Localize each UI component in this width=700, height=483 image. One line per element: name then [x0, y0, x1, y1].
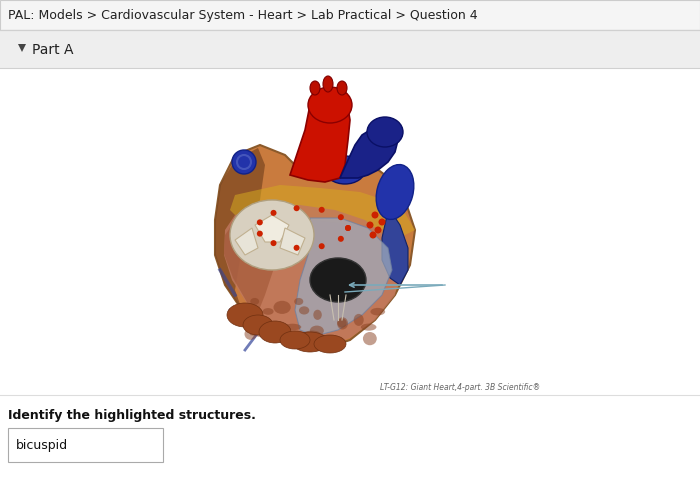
- Ellipse shape: [292, 332, 328, 352]
- Circle shape: [257, 219, 262, 226]
- Ellipse shape: [310, 81, 320, 95]
- Polygon shape: [340, 128, 398, 178]
- Circle shape: [374, 227, 382, 233]
- Circle shape: [338, 214, 344, 220]
- Ellipse shape: [262, 308, 274, 315]
- Circle shape: [257, 231, 262, 237]
- Circle shape: [338, 236, 344, 242]
- Ellipse shape: [337, 81, 347, 95]
- Polygon shape: [230, 185, 415, 235]
- Text: PAL: Models > Cardiovascular System - Heart > Lab Practical > Question 4: PAL: Models > Cardiovascular System - He…: [8, 9, 477, 22]
- Circle shape: [270, 240, 276, 246]
- Circle shape: [293, 205, 300, 211]
- Polygon shape: [18, 44, 26, 52]
- Circle shape: [372, 212, 379, 218]
- Ellipse shape: [241, 308, 252, 319]
- FancyBboxPatch shape: [0, 30, 700, 68]
- Polygon shape: [224, 208, 318, 348]
- Ellipse shape: [310, 326, 324, 336]
- Ellipse shape: [370, 308, 385, 315]
- Ellipse shape: [244, 328, 257, 340]
- Ellipse shape: [310, 258, 366, 302]
- Ellipse shape: [259, 321, 291, 343]
- Ellipse shape: [285, 337, 300, 348]
- Ellipse shape: [239, 306, 254, 313]
- Ellipse shape: [284, 324, 301, 330]
- Ellipse shape: [227, 303, 263, 327]
- Text: Identify the highlighted structures.: Identify the highlighted structures.: [8, 409, 256, 422]
- Text: Part A: Part A: [32, 43, 74, 57]
- Circle shape: [318, 207, 325, 213]
- Polygon shape: [215, 148, 265, 310]
- Circle shape: [367, 222, 374, 228]
- Ellipse shape: [232, 150, 256, 174]
- Circle shape: [293, 245, 300, 251]
- Ellipse shape: [314, 310, 322, 320]
- FancyBboxPatch shape: [0, 0, 700, 30]
- Ellipse shape: [230, 200, 314, 270]
- Circle shape: [345, 225, 351, 231]
- Circle shape: [318, 243, 325, 249]
- Ellipse shape: [308, 87, 352, 123]
- Ellipse shape: [314, 335, 346, 353]
- Ellipse shape: [299, 306, 309, 314]
- Ellipse shape: [294, 298, 303, 305]
- Ellipse shape: [304, 331, 321, 337]
- Polygon shape: [215, 145, 415, 350]
- Ellipse shape: [337, 318, 346, 327]
- Ellipse shape: [325, 156, 365, 184]
- Circle shape: [370, 231, 377, 239]
- Polygon shape: [235, 228, 258, 255]
- Polygon shape: [255, 215, 289, 242]
- Polygon shape: [295, 218, 392, 336]
- Ellipse shape: [376, 165, 414, 219]
- Text: bicuspid: bicuspid: [16, 440, 68, 453]
- Text: LT-G12: Giant Heart,4-part. 3B Scientific®: LT-G12: Giant Heart,4-part. 3B Scientifi…: [380, 383, 540, 392]
- FancyBboxPatch shape: [8, 428, 163, 462]
- Polygon shape: [382, 210, 408, 285]
- Ellipse shape: [251, 298, 259, 305]
- Ellipse shape: [367, 117, 403, 147]
- Polygon shape: [280, 228, 305, 255]
- Ellipse shape: [363, 332, 377, 345]
- Ellipse shape: [337, 317, 348, 329]
- Ellipse shape: [243, 315, 273, 335]
- Ellipse shape: [274, 301, 290, 314]
- Circle shape: [270, 210, 276, 216]
- Ellipse shape: [361, 324, 377, 331]
- Ellipse shape: [280, 331, 310, 349]
- Circle shape: [379, 218, 386, 226]
- Circle shape: [345, 225, 351, 231]
- Ellipse shape: [354, 314, 364, 326]
- Polygon shape: [290, 98, 350, 182]
- Ellipse shape: [323, 76, 333, 92]
- Ellipse shape: [244, 308, 260, 315]
- Polygon shape: [224, 205, 400, 348]
